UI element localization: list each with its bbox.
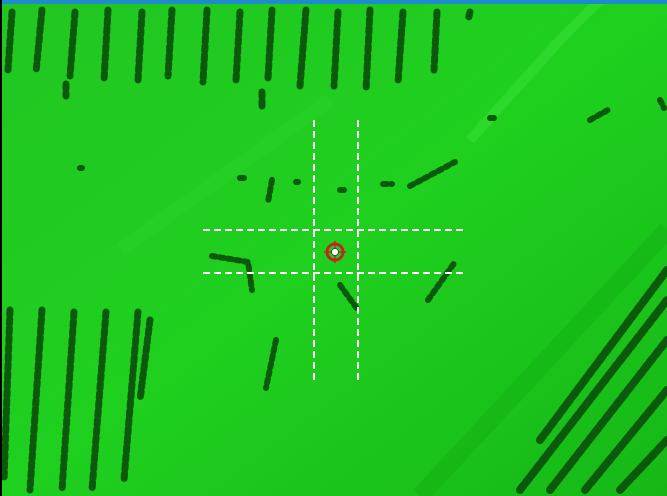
tree-rows	[0, 306, 154, 494]
tree-rows	[4, 6, 474, 110]
crosshair	[203, 120, 467, 383]
ridge	[413, 223, 667, 496]
ridge	[466, 0, 604, 144]
marker-center	[331, 248, 339, 256]
left-border	[0, 0, 2, 496]
top-border	[0, 0, 667, 4]
tree-rows	[516, 266, 667, 494]
trees	[77, 97, 667, 391]
target-marker	[324, 241, 346, 263]
ridge	[115, 94, 335, 256]
